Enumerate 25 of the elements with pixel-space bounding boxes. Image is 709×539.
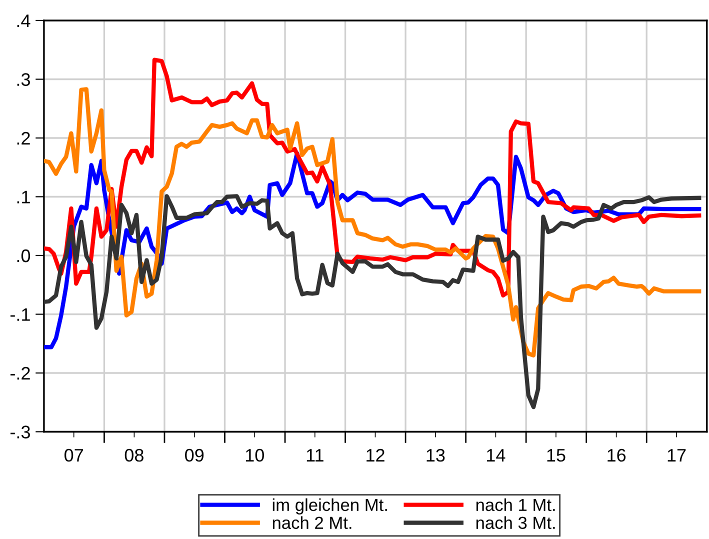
- x-tick-label: 13: [426, 448, 445, 462]
- legend-label: nach 3 Mt.: [476, 516, 555, 530]
- x-tick-label: 08: [124, 448, 144, 462]
- x-tick-label: 17: [668, 449, 686, 462]
- line-series: [44, 194, 702, 410]
- x-tick-label: 09: [185, 448, 204, 462]
- y-tick-label: .4: [17, 14, 30, 28]
- y-tick-label: .1: [17, 190, 30, 204]
- y-tick-label: -.1: [10, 308, 30, 321]
- y-tick-label: -.3: [10, 426, 30, 438]
- line-series: [44, 87, 702, 358]
- y-tick-label: .2: [17, 132, 30, 145]
- x-tick-label: 12: [366, 448, 384, 462]
- x-tick-label: 16: [608, 448, 626, 462]
- x-tick-label: 10: [246, 448, 264, 462]
- y-tick-label: -.2: [10, 366, 30, 380]
- x-tick-label: 15: [547, 449, 566, 462]
- x-tick-label: 11: [306, 449, 324, 462]
- y-tick-label: .0: [17, 249, 30, 262]
- x-tick-label: 07: [64, 448, 83, 462]
- y-tick-label: .3: [17, 73, 30, 86]
- legend-label: nach 1 Mt.: [476, 498, 555, 512]
- x-tick-label: 14: [487, 449, 506, 462]
- legend-label: nach 2 Mt.: [272, 516, 352, 530]
- legend-label: im gleichen Mt.: [272, 498, 387, 515]
